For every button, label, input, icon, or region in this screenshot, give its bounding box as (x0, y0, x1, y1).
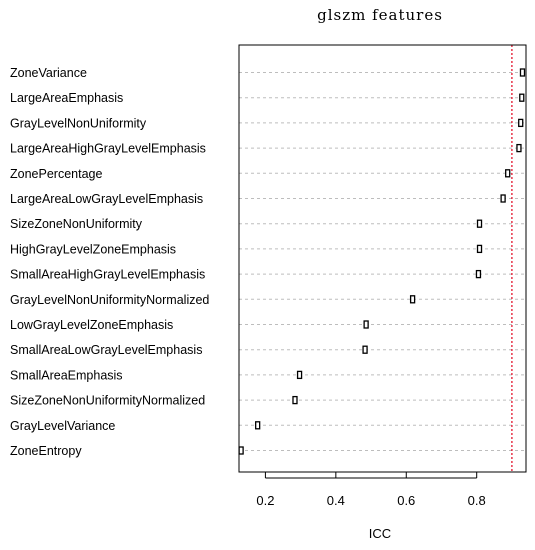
grid-lines (239, 72, 526, 451)
x-tick-label: 0.4 (327, 493, 345, 508)
x-tick-label: 0.8 (468, 493, 486, 508)
category-label: LowGrayLevelZoneEmphasis (10, 318, 173, 332)
x-axis-label: ICC (369, 526, 391, 541)
data-point (519, 93, 525, 102)
data-point (238, 446, 244, 455)
chart-title: glszm features (317, 6, 443, 24)
data-point (500, 194, 506, 203)
category-label: SizeZoneNonUniformityNormalized (10, 394, 205, 408)
plot-frame (238, 44, 527, 473)
data-point (476, 219, 483, 228)
data-point (519, 68, 526, 77)
category-labels: ZoneVariance LargeAreaEmphasis GrayLevelNo… (10, 66, 209, 458)
category-label: ZoneEntropy (10, 444, 82, 458)
data-points (238, 68, 526, 455)
category-label: LargeAreaEmphasis (10, 91, 123, 105)
category-label: SmallAreaLowGrayLevelEmphasis (10, 343, 202, 357)
category-label: GrayLevelNonUniformityNormalized (10, 293, 209, 307)
data-point (475, 269, 482, 279)
category-label: SmallAreaHighGrayLevelEmphasis (10, 268, 205, 282)
category-label: SmallAreaEmphasis (10, 368, 123, 382)
x-axis-ticks: 0.2 0.4 0.6 0.8 (256, 472, 486, 508)
category-label: ZonePercentage (10, 167, 102, 181)
data-point (505, 169, 511, 178)
category-label: GrayLevelVariance (10, 419, 115, 433)
category-label: ZoneVariance (10, 66, 87, 80)
data-point (409, 295, 416, 304)
data-point (363, 320, 369, 329)
data-point (362, 345, 368, 354)
x-tick-label: 0.2 (256, 493, 274, 508)
x-tick-label: 0.6 (397, 493, 415, 508)
data-point (292, 395, 298, 405)
category-label: GrayLevelNonUniformity (10, 116, 147, 130)
category-label: HighGrayLevelZoneEmphasis (10, 242, 176, 256)
category-label: LargeAreaHighGrayLevelEmphasis (10, 142, 206, 156)
data-point (476, 244, 483, 254)
category-label: SizeZoneNonUniformity (10, 217, 143, 231)
data-point (518, 118, 524, 128)
data-point (255, 421, 261, 430)
data-point (516, 143, 522, 153)
category-label: LargeAreaLowGrayLevelEmphasis (10, 192, 203, 206)
data-point (296, 370, 303, 380)
